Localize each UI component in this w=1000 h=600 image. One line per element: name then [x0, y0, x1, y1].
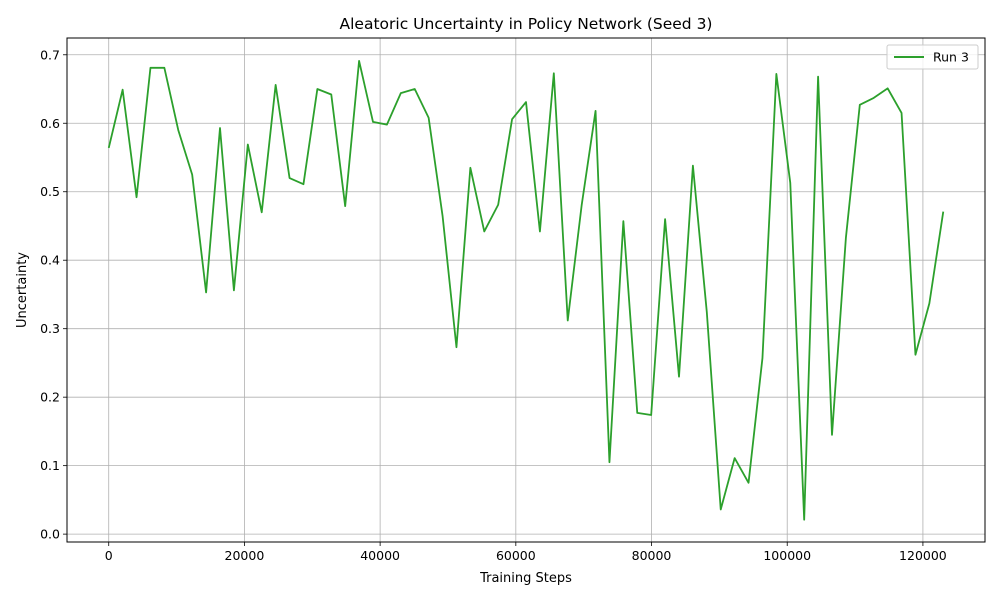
y-axis-label: Uncertainty	[15, 252, 30, 328]
plot-frame	[66, 37, 986, 543]
x-tick-label: 0	[105, 548, 113, 563]
x-tick-label: 20000	[225, 548, 265, 563]
y-tick-label: 0.4	[40, 253, 60, 268]
legend-box	[886, 44, 979, 70]
x-tick-label: 60000	[496, 548, 536, 563]
y-tick-label: 0.3	[40, 321, 60, 336]
y-tick-label: 0.2	[40, 390, 60, 405]
x-axis-label: Training Steps	[479, 571, 572, 586]
y-tick-label: 0.5	[40, 184, 60, 199]
axis-ticks: 0 20000 40000 60000 80000 100000 120000 0.0 0.1 0…	[40, 47, 947, 563]
series-layer	[107, 60, 945, 521]
chart-title: Aleatoric Uncertainty in Policy Network …	[340, 15, 713, 33]
x-tick-label: 120000	[899, 548, 947, 563]
series-line-run-3	[107, 60, 945, 521]
y-tick-label: 0.0	[40, 527, 60, 542]
legend-label-run-3: Run 3	[933, 50, 969, 65]
x-tick-label: 40000	[360, 548, 400, 563]
x-tick-label: 80000	[632, 548, 672, 563]
gridlines	[67, 38, 985, 542]
x-tick-label: 100000	[763, 548, 811, 563]
y-tick-label: 0.1	[40, 458, 60, 473]
y-tick-label: 0.6	[40, 116, 60, 131]
y-tick-label: 0.7	[40, 47, 60, 62]
legend: Run 3	[886, 44, 979, 70]
